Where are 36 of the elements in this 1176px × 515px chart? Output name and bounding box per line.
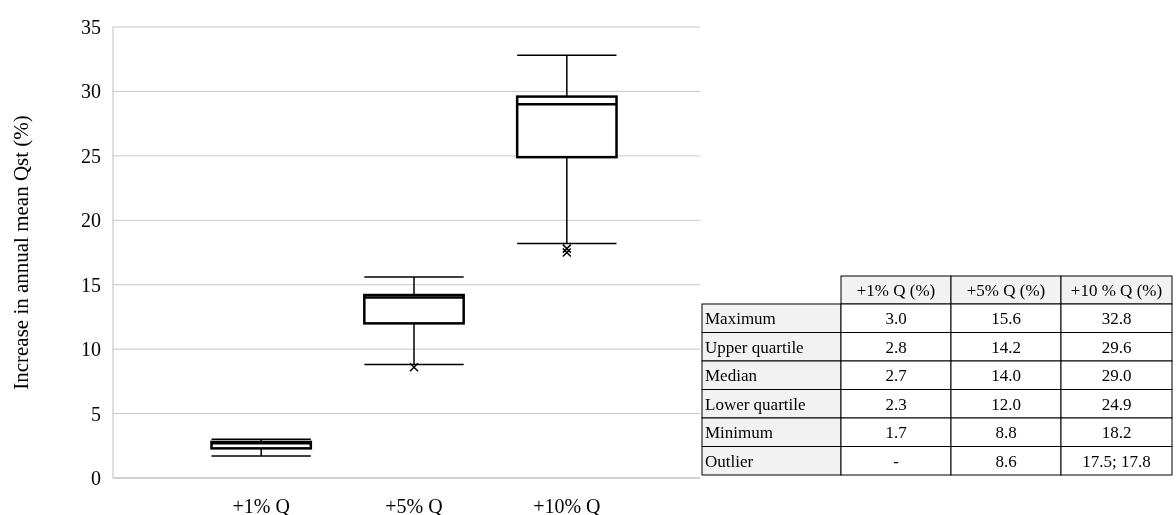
text: 24.9 [1101,394,1132,414]
y-tick-label: 5 [91,402,101,425]
text: Lower quartile [705,394,806,414]
text: 14.2 [991,337,1021,357]
text: Outlier [705,451,754,471]
text: 14.0 [991,366,1021,386]
text: 2.7 [885,366,908,386]
y-tick-label: 10 [81,338,101,361]
text: 2.3 [885,394,907,414]
y-tick-label: 30 [81,80,101,103]
text: 12.0 [991,394,1021,414]
text: 3.0 [885,309,907,329]
text: 2.8 [885,337,907,357]
text: 1.7 [885,423,908,443]
y-tick-label: 25 [81,144,101,167]
text: Median [705,366,758,386]
text: +10 % Q (%) [1070,280,1163,300]
text: Maximum [705,309,776,329]
y-tick-label: 35 [81,16,101,38]
text: 29.0 [1101,366,1132,386]
text: Minimum [705,423,774,443]
text: +5% Q (%) [966,280,1046,300]
text: 8.8 [995,423,1017,443]
text: 15.6 [991,309,1021,329]
text: 18.2 [1101,423,1132,443]
text: 17.5; 17.8 [1082,451,1151,471]
text: 32.8 [1101,309,1132,329]
y-tick-label: 15 [81,273,101,296]
y-axis-title: Increase in annual mean Qst (%) [9,115,33,390]
text: Upper quartile [705,337,804,357]
y-tick-label: 20 [81,209,101,232]
text: - [893,451,900,471]
text: +1% Q (%) [856,280,936,300]
text: 29.6 [1101,337,1132,357]
text: 8.6 [995,451,1017,471]
y-tick-label: 0 [91,467,101,489]
